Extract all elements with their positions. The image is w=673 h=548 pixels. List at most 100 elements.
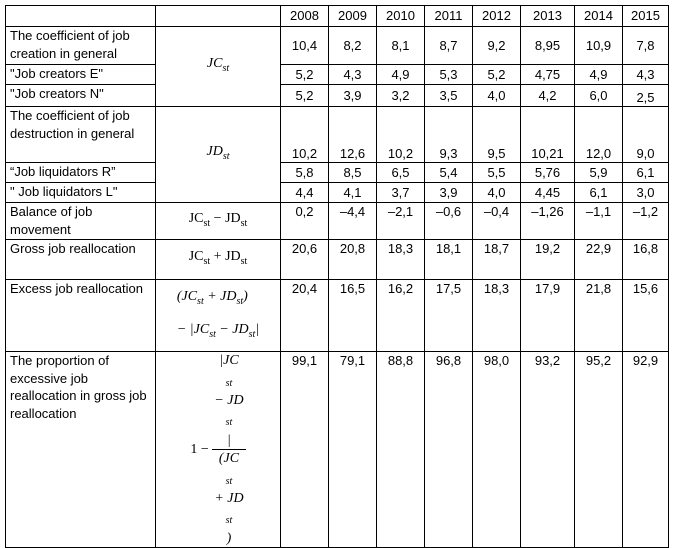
value-cell: 3,9 (328, 84, 377, 107)
value-cell: 8,95 (520, 26, 575, 65)
value-cell: 4,45 (520, 182, 575, 203)
formula-header-cell (155, 5, 281, 27)
proportion-formula: 1 − |JC st − JD st | (JC st + JD st) (190, 353, 246, 546)
value-cell: 9,0 (622, 106, 669, 163)
value-cell: 5,8 (280, 162, 329, 183)
jd-formula-cell: JDst (155, 106, 281, 203)
value-cell: 3,9 (424, 182, 473, 203)
value-cell: 95,2 (574, 350, 623, 548)
row-label: Excess job reallocation (5, 279, 156, 352)
jd-formula: JDst (206, 144, 230, 163)
value-cell: 9,2 (472, 26, 521, 65)
value-cell: 2,5 (622, 84, 669, 107)
row-label: The coefficient of job creation in gener… (5, 26, 156, 65)
year-header: 2015 (622, 5, 669, 27)
value-cell: 21,8 (574, 279, 623, 352)
year-header: 2009 (328, 5, 377, 27)
row-label: “Job liquidators R” (5, 162, 156, 183)
value-cell: 12,6 (328, 106, 377, 163)
table-row: " Job liquidators L" 4,4 4,1 3,7 3,9 4,0… (5, 182, 669, 203)
jc-formula-cell: JCst (155, 26, 281, 107)
value-cell: 4,2 (520, 84, 575, 107)
value-cell: 20,6 (280, 239, 329, 280)
value-cell: 16,5 (328, 279, 377, 352)
jc-formula: JCst (206, 56, 230, 75)
value-cell: 9,3 (424, 106, 473, 163)
row-label: Gross job reallocation (5, 239, 156, 280)
value-cell: 79,1 (328, 350, 377, 548)
value-cell: 17,5 (424, 279, 473, 352)
value-cell: 92,9 (622, 350, 669, 548)
value-cell: 18,3 (376, 239, 425, 280)
value-cell: 98,0 (472, 350, 521, 548)
proportion-formula-cell: 1 − |JC st − JD st | (JC st + JD st) (155, 350, 281, 548)
gross-formula-cell: JCst + JDst (155, 239, 281, 280)
value-cell: 8,5 (328, 162, 377, 183)
table-row: The coefficient of job destruction in ge… (5, 106, 669, 203)
gross-formula: JCst + JDst (188, 249, 248, 268)
value-cell: –1,26 (520, 202, 575, 240)
value-cell: 3,0 (622, 182, 669, 203)
year-header: 2012 (472, 5, 521, 27)
value-cell: 88,8 (376, 350, 425, 548)
row-label: " Job liquidators L" (5, 182, 156, 203)
value-cell: 22,9 (574, 239, 623, 280)
row-label: The coefficient of job destruction in ge… (5, 106, 156, 163)
value-cell: 16,8 (622, 239, 669, 280)
value-cell: 8,1 (376, 26, 425, 65)
value-cell: 3,5 (424, 84, 473, 107)
table-row: The proportion of excessive job realloca… (5, 350, 669, 548)
table-row: Excess job reallocation (JCst + JDst) − … (5, 279, 669, 352)
value-cell: 12,0 (574, 106, 623, 163)
value-cell: 4,0 (472, 182, 521, 203)
value-cell: –4,4 (328, 202, 377, 240)
value-cell: 8,7 (424, 26, 473, 65)
year-header: 2011 (424, 5, 473, 27)
value-cell: 20,8 (328, 239, 377, 280)
value-cell: –1,1 (574, 202, 623, 240)
value-cell: 5,2 (280, 84, 329, 107)
year-header: 2010 (376, 5, 425, 27)
value-cell: 4,75 (520, 64, 575, 85)
table-row: "Job creators E" 5,2 4,3 4,9 5,3 5,2 4,7… (5, 64, 669, 85)
value-cell: 4,3 (622, 64, 669, 85)
value-cell: 96,8 (424, 350, 473, 548)
excess-formula-cell: (JCst + JDst) − |JCst − JDst| (155, 279, 281, 352)
year-header: 2008 (280, 5, 329, 27)
value-cell: 5,76 (520, 162, 575, 183)
value-cell: 3,7 (376, 182, 425, 203)
value-cell: 17,9 (520, 279, 575, 352)
value-cell: 6,1 (574, 182, 623, 203)
value-cell: 10,2 (280, 106, 329, 163)
corner-cell (5, 5, 156, 27)
value-cell: –0,6 (424, 202, 473, 240)
value-cell: 15,6 (622, 279, 669, 352)
value-cell: 4,0 (472, 84, 521, 107)
value-cell: 99,1 (280, 350, 329, 548)
year-header: 2014 (574, 5, 623, 27)
job-reallocation-table: 2008 2009 2010 2011 2012 2013 2014 2015 … (5, 5, 669, 548)
value-cell: 0,2 (280, 202, 329, 240)
value-cell: 18,3 (472, 279, 521, 352)
value-cell: 5,2 (280, 64, 329, 85)
table-row: "Job creators N" 5,2 3,9 3,2 3,5 4,0 4,2… (5, 84, 669, 107)
value-cell: 6,0 (574, 84, 623, 107)
value-cell: 4,1 (328, 182, 377, 203)
year-header: 2013 (520, 5, 575, 27)
value-cell: 7,8 (622, 26, 669, 65)
table-row: Balance of job movement JCst − JDst 0,2 … (5, 202, 669, 240)
table-row: Gross job reallocation JCst + JDst 20,6 … (5, 239, 669, 280)
table-row: The coefficient of job creation in gener… (5, 26, 669, 107)
value-cell: 18,1 (424, 239, 473, 280)
value-cell: 20,4 (280, 279, 329, 352)
value-cell: 6,1 (622, 162, 669, 183)
value-cell: 8,2 (328, 26, 377, 65)
row-label: Balance of job movement (5, 202, 156, 240)
value-cell: 6,5 (376, 162, 425, 183)
value-cell: –2,1 (376, 202, 425, 240)
value-cell: 10,9 (574, 26, 623, 65)
value-cell: 5,2 (472, 64, 521, 85)
table-row: “Job liquidators R” 5,8 8,5 6,5 5,4 5,5 … (5, 162, 669, 183)
value-cell: 5,4 (424, 162, 473, 183)
value-cell: 18,7 (472, 239, 521, 280)
